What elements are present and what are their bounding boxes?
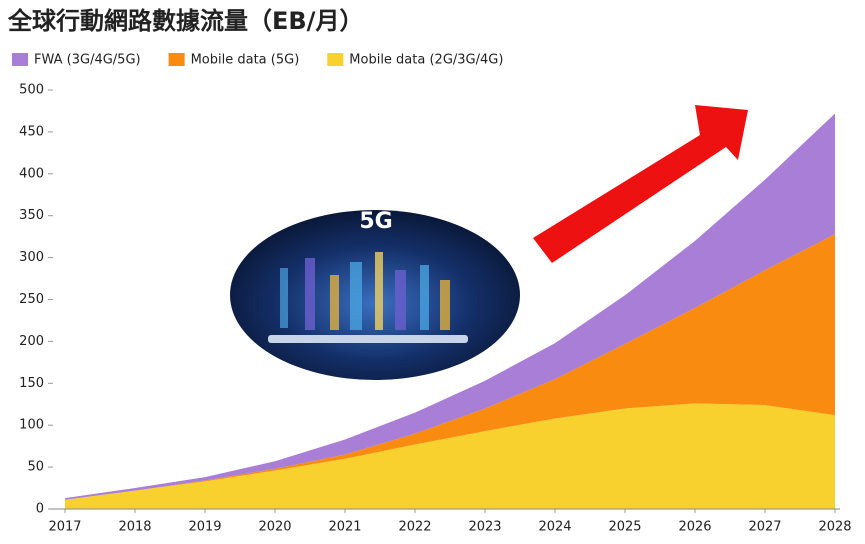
legend-label: FWA (3G/4G/5G) (34, 53, 141, 68)
y-tick-label: 350 (19, 208, 44, 223)
y-tick-label: 100 (19, 418, 44, 433)
x-tick-label: 2021 (328, 520, 361, 535)
x-tick-label: 2022 (398, 520, 431, 535)
area (65, 113, 835, 500)
illustration: 5G (230, 209, 520, 380)
y-tick-label: 250 (19, 292, 44, 307)
legend-label: Mobile data (2G/3G/4G) (349, 53, 503, 68)
y-tick-label: 0 (36, 502, 44, 517)
legend-swatch (12, 53, 28, 66)
y-tick-label: 300 (19, 250, 44, 265)
legend-label: Mobile data (5G) (191, 53, 300, 68)
x-tick-label: 2018 (118, 520, 151, 535)
y-tick-label: 200 (19, 334, 44, 349)
x-tick-label: 2024 (538, 520, 571, 535)
y-tick-label: 500 (19, 83, 44, 98)
legend-swatch (327, 53, 344, 66)
x-tick-label: 2026 (678, 520, 711, 535)
y-tick-label: 400 (19, 166, 44, 181)
area (65, 234, 835, 500)
x-tick-label: 2017 (48, 520, 81, 535)
y-tick-label: 150 (19, 376, 44, 391)
y-tick-label: 450 (19, 124, 44, 139)
area (65, 403, 835, 509)
image-label: 5G (359, 209, 392, 234)
x-tick-label: 2023 (468, 520, 501, 535)
legend-swatch (168, 53, 185, 66)
x-tick-label: 2027 (748, 520, 781, 535)
x-tick-label: 2020 (258, 520, 291, 535)
y-tick-label: 50 (27, 460, 44, 475)
trend-arrow (533, 105, 748, 263)
x-tick-label: 2028 (818, 520, 851, 535)
x-tick-label: 2025 (608, 520, 641, 535)
x-tick-label: 2019 (188, 520, 221, 535)
chart-title: 全球行動網路數據流量（EB/月） (7, 7, 363, 35)
